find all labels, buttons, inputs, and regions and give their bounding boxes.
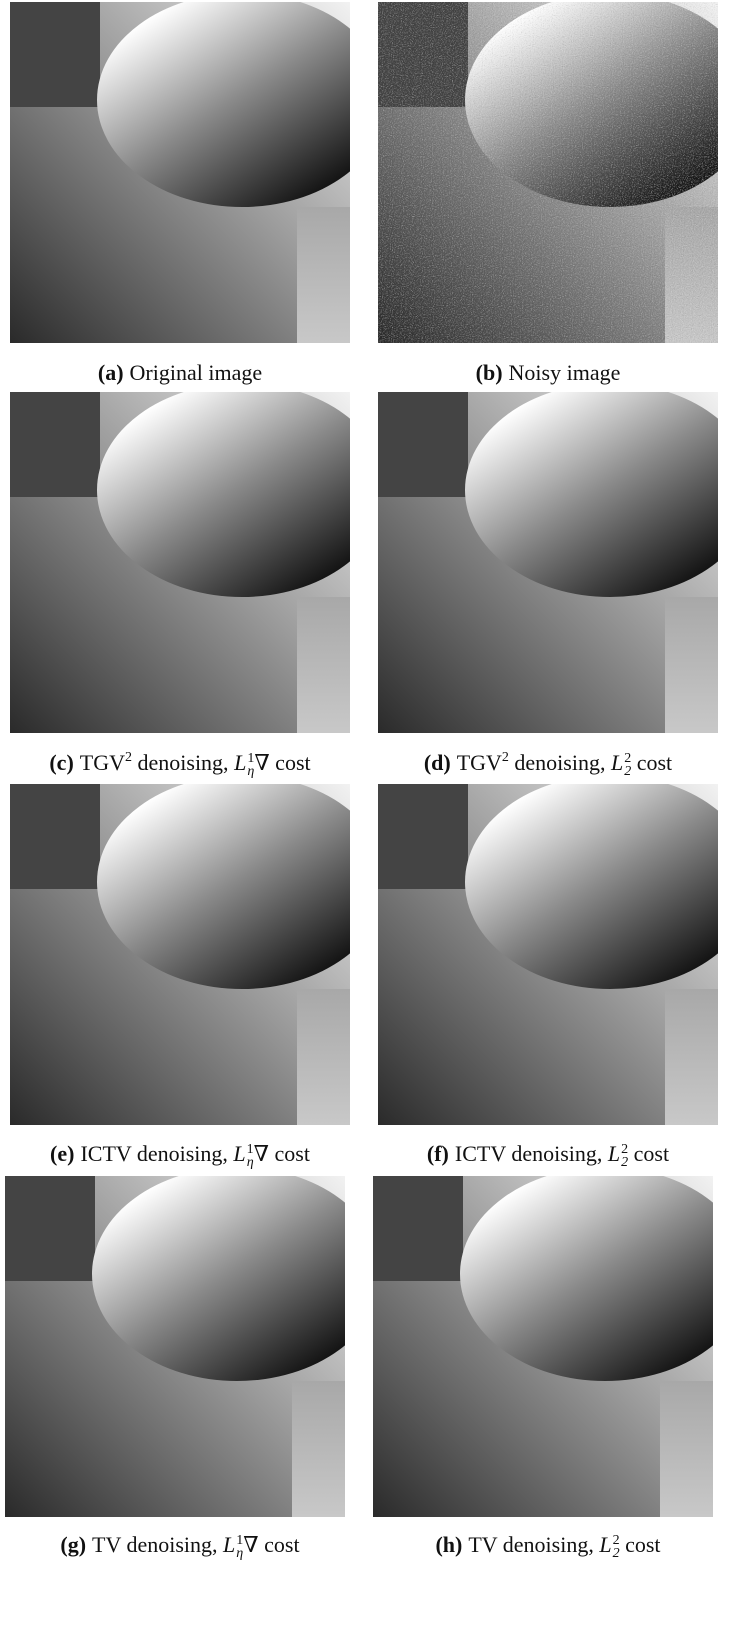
panel-label: (a) <box>98 360 124 385</box>
caption-text: L <box>599 1532 611 1557</box>
caption-text: TGV <box>80 750 125 775</box>
caption-text: L <box>608 1141 620 1166</box>
caption-text: ICTV denoising, <box>80 1141 233 1166</box>
panel-image <box>378 2 718 343</box>
caption-text: TGV <box>457 750 502 775</box>
subscript: 2 <box>613 1547 620 1560</box>
caption-text: denoising, <box>509 750 611 775</box>
caption-text: L <box>233 1141 245 1166</box>
image-content <box>10 392 350 733</box>
image-content <box>10 2 350 343</box>
caption-text: ∇ cost <box>243 1532 299 1557</box>
caption-text: cost <box>631 750 672 775</box>
panel-label: (d) <box>424 750 451 775</box>
panel-label: (c) <box>49 750 73 775</box>
panel-label: (f) <box>427 1141 449 1166</box>
caption-text: ICTV denoising, <box>455 1141 608 1166</box>
superscript: 2 <box>502 750 509 765</box>
caption: (b)Noisy image <box>362 360 734 386</box>
panel-image <box>10 2 350 343</box>
caption-text: denoising, <box>132 750 234 775</box>
panel-image <box>5 1176 345 1517</box>
superscript: 1 <box>247 1143 254 1156</box>
image-content <box>378 2 718 343</box>
panel-label: (e) <box>50 1141 74 1166</box>
image-content <box>10 784 350 1125</box>
subscript: η <box>247 1156 254 1169</box>
caption-text: L <box>223 1532 235 1557</box>
panel-label: (g) <box>60 1532 86 1557</box>
image-content <box>5 1176 345 1517</box>
caption-text: cost <box>620 1532 661 1557</box>
caption-text: L <box>234 750 246 775</box>
panel-image <box>10 392 350 733</box>
caption-text: cost <box>628 1141 669 1166</box>
caption-text: TV denoising, <box>468 1532 599 1557</box>
panel-image <box>378 784 718 1125</box>
caption-text: TV denoising, <box>92 1532 223 1557</box>
caption-text: Noisy image <box>509 360 621 385</box>
image-content <box>378 392 718 733</box>
image-content <box>373 1176 713 1517</box>
superscript: 2 <box>125 750 132 765</box>
panel-image <box>373 1176 713 1517</box>
panel-label: (b) <box>476 360 503 385</box>
superscript: 2 <box>613 1534 620 1547</box>
caption: (a)Original image <box>0 360 366 386</box>
panel-image <box>10 784 350 1125</box>
image-content <box>378 784 718 1125</box>
caption-text: Original image <box>130 360 263 385</box>
caption-text: ∇ cost <box>254 1141 310 1166</box>
figure-page: {"panels": [ {"label": "(a)", "caption":… <box>0 0 745 1627</box>
caption-text: L <box>611 750 623 775</box>
caption-text: ∇ cost <box>254 750 310 775</box>
panel-image <box>378 392 718 733</box>
panel-label: (h) <box>435 1532 462 1557</box>
